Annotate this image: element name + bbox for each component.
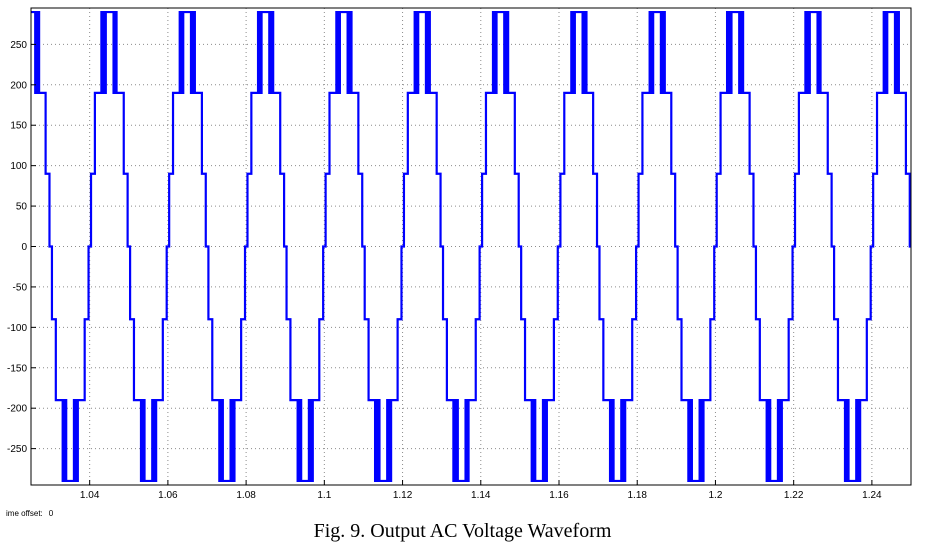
- time-offset-value: 0: [48, 509, 54, 518]
- grid-lines: [31, 8, 911, 485]
- figure-caption: Fig. 9. Output AC Voltage Waveform: [313, 520, 612, 542]
- voltage-series-line: [31, 10, 911, 483]
- y-tick-label: -250: [7, 444, 27, 455]
- y-tick-label: 150: [10, 121, 27, 132]
- y-tick-label: 250: [10, 40, 27, 51]
- plot-frame: [30, 7, 912, 486]
- x-tick-label: 1.08: [236, 490, 256, 501]
- y-tick-label: 50: [16, 202, 28, 213]
- time-offset-readout: ime offset: 0: [6, 509, 59, 518]
- x-tick-label: 1.1: [317, 490, 331, 501]
- x-tick-label: 1.16: [549, 490, 569, 501]
- time-offset-label: ime offset:: [6, 509, 43, 518]
- y-tick-label: -200: [7, 404, 27, 415]
- x-tick-label: 1.22: [784, 490, 804, 501]
- y-axis-ticks: 250 200 150 100 50 0 -50 -100 -150 -200 -250: [7, 40, 36, 455]
- x-tick-label: 1.04: [80, 490, 100, 501]
- y-tick-label: -100: [7, 323, 27, 334]
- y-tick-label: -50: [13, 282, 28, 293]
- y-tick-label: 200: [10, 80, 27, 91]
- x-tick-label: 1.12: [393, 490, 413, 501]
- x-tick-label: 1.24: [862, 490, 882, 501]
- x-tick-label: 1.06: [158, 490, 178, 501]
- y-tick-label: -150: [7, 363, 27, 374]
- x-tick-label: 1.2: [708, 490, 722, 501]
- x-tick-label: 1.14: [471, 490, 491, 501]
- x-tick-label: 1.18: [627, 490, 647, 501]
- x-axis-ticks: 1.04 1.06 1.08 1.1 1.12 1.14 1.16 1.18 1.2 1.22 1.…: [80, 480, 882, 501]
- waveform-series: [31, 10, 911, 483]
- y-tick-label: 100: [10, 161, 27, 172]
- y-tick-label: 0: [21, 242, 27, 253]
